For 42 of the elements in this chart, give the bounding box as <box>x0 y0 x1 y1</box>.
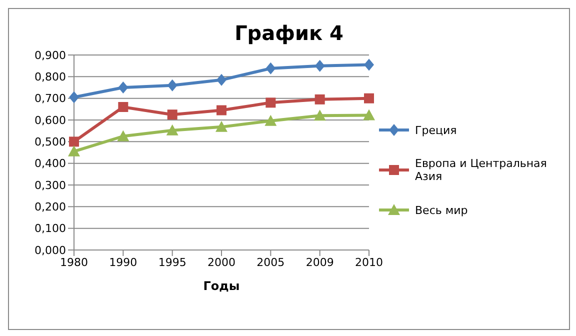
point <box>118 102 128 112</box>
x-tick-label: 2000 <box>208 256 236 269</box>
point <box>167 110 178 120</box>
y-tick-label: 0,600 <box>34 114 66 127</box>
y-tick-label: 0,700 <box>34 92 66 106</box>
point <box>166 124 178 136</box>
y-tick-label: 0,900 <box>34 48 66 62</box>
point <box>266 62 276 74</box>
x-axis-title: Годы <box>203 279 240 293</box>
point <box>314 110 326 121</box>
x-tick-label: 2009 <box>306 256 334 269</box>
point <box>167 79 178 92</box>
point <box>363 109 375 120</box>
point <box>69 91 79 104</box>
y-tick-label: 0,500 <box>34 136 66 149</box>
point <box>364 58 374 71</box>
y-tick-label: 0,400 <box>34 157 66 170</box>
y-tick-label: 0,000 <box>34 244 66 257</box>
legend-label: Весь мир <box>415 204 468 216</box>
point <box>364 93 374 104</box>
y-tick-label: 0,300 <box>34 178 66 192</box>
point <box>314 94 325 104</box>
chart-title: График 4 <box>234 21 344 45</box>
point <box>216 74 226 86</box>
point <box>68 145 80 156</box>
x-tick-label: 1980 <box>60 256 88 269</box>
point <box>314 60 325 72</box>
y-tick-label: 0,200 <box>34 200 66 214</box>
x-tick-label: 1995 <box>158 256 186 269</box>
legend-label: Европа и Центральная Азия <box>415 157 548 183</box>
x-tick-label: 1990 <box>109 256 138 269</box>
point <box>264 114 277 126</box>
y-tick-label: 0,800 <box>34 70 66 84</box>
point <box>216 105 226 116</box>
point <box>117 130 130 142</box>
y-tick-label: 0,100 <box>34 222 66 236</box>
point <box>118 82 128 94</box>
x-tick-label: 2005 <box>256 256 285 269</box>
x-tick-label: 2010 <box>355 256 383 269</box>
point <box>266 98 276 108</box>
point <box>216 120 228 132</box>
legend-label: Греция <box>415 124 457 136</box>
